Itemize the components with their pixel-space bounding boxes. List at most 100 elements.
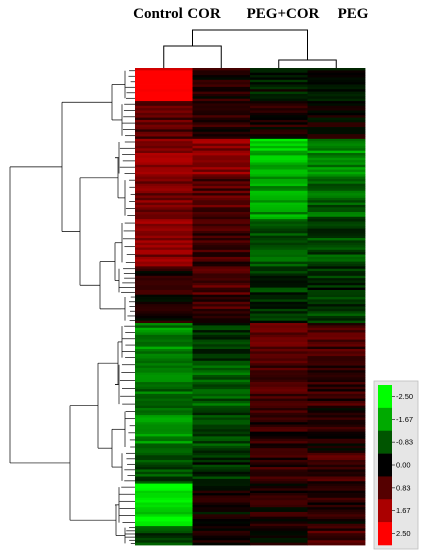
heatmap-cell — [307, 138, 366, 142]
heatmap-cell — [250, 459, 308, 463]
heatmap-cell — [307, 266, 366, 270]
heatmap-cell — [135, 386, 193, 390]
heatmap-cell — [307, 540, 366, 544]
heatmap-cell — [192, 483, 251, 487]
heatmap-cell — [135, 256, 193, 260]
heatmap-cell — [307, 483, 366, 487]
heatmap-cell — [192, 101, 251, 104]
heatmap-cell — [307, 474, 366, 477]
heatmap-cell — [192, 176, 251, 180]
heatmap-cell — [307, 323, 366, 326]
heatmap-cell — [250, 266, 308, 270]
heatmap-cell — [307, 91, 366, 95]
heatmap-cell — [250, 311, 308, 314]
legend-swatch — [378, 453, 392, 477]
heatmap-cell — [307, 112, 366, 116]
heatmap-cell — [192, 169, 251, 173]
heatmap-cell — [307, 282, 366, 286]
heatmap-cell — [192, 471, 251, 475]
heatmap-cell — [135, 346, 193, 350]
heatmap-cell — [192, 212, 251, 215]
heatmap-cell — [250, 405, 308, 409]
heatmap-cell — [250, 516, 308, 520]
heatmap-cell — [192, 202, 251, 206]
heatmap-cell — [135, 289, 193, 293]
heatmap-cell — [250, 481, 308, 484]
heatmap-cell — [135, 110, 193, 114]
heatmap-cell — [135, 318, 193, 322]
heatmap-cell — [307, 511, 366, 515]
heatmap-cell — [135, 398, 193, 402]
heatmap-cell — [192, 377, 251, 381]
heatmap-cell — [192, 365, 251, 369]
heatmap-cell — [250, 313, 308, 317]
heatmap-cell — [192, 374, 251, 378]
heatmap-cell — [250, 280, 308, 284]
heatmap-cell — [192, 289, 251, 293]
heatmap-cell — [250, 138, 308, 142]
heatmap-cell — [307, 537, 366, 541]
heatmap-cell — [135, 183, 193, 187]
heatmap-cell — [192, 434, 251, 437]
heatmap-cell — [135, 448, 193, 451]
heatmap-cell — [192, 419, 251, 423]
heatmap-cell — [307, 141, 366, 144]
heatmap-cell — [250, 327, 308, 331]
heatmap-cell — [135, 526, 193, 529]
heatmap-cell — [250, 450, 308, 454]
heatmap-cell — [307, 356, 366, 359]
heatmap-cell — [250, 256, 308, 260]
heatmap-cell — [135, 443, 193, 447]
heatmap-cell — [135, 216, 193, 220]
heatmap-cell — [192, 337, 251, 340]
heatmap-cell — [192, 150, 251, 154]
heatmap-cell — [250, 393, 308, 397]
heatmap-cell — [250, 89, 308, 93]
heatmap-cell — [192, 174, 251, 178]
heatmap-cell — [135, 70, 193, 74]
heatmap-cell — [250, 200, 308, 203]
legend-swatch — [378, 499, 392, 523]
heatmap-cell — [307, 504, 366, 508]
heatmap-cell — [307, 523, 366, 527]
heatmap-cell — [307, 75, 366, 78]
heatmap-cell — [192, 410, 251, 414]
heatmap-cell — [192, 282, 251, 286]
heatmap-cell — [250, 445, 308, 449]
heatmap-cell — [250, 332, 308, 336]
heatmap-cell — [250, 519, 308, 522]
heatmap-cell — [250, 117, 308, 121]
heatmap-cell — [307, 143, 366, 147]
heatmap-cell — [307, 235, 366, 239]
heatmap-cell — [135, 389, 193, 392]
heatmap-cell — [250, 377, 308, 381]
heatmap-cell — [307, 79, 366, 83]
heatmap-cell — [192, 403, 251, 407]
heatmap-cell — [250, 443, 308, 447]
heatmap-cell — [250, 294, 308, 298]
heatmap-cell — [250, 521, 308, 525]
heatmap-cell — [135, 108, 193, 111]
heatmap-cell — [192, 214, 251, 218]
heatmap-cell — [192, 259, 251, 263]
heatmap-cell — [135, 391, 193, 395]
heatmap-cell — [135, 181, 193, 185]
heatmap-cell — [135, 171, 193, 175]
heatmap-cell — [307, 77, 366, 81]
heatmap-cell — [250, 341, 308, 345]
heatmap-cell — [250, 119, 308, 123]
heatmap-cell — [307, 299, 366, 303]
heatmap-cell — [135, 209, 193, 213]
heatmap-cell — [307, 341, 366, 345]
heatmap-cell — [250, 226, 308, 229]
heatmap-cell — [135, 117, 193, 121]
heatmap-cell — [250, 422, 308, 425]
heatmap-cell — [135, 233, 193, 237]
heatmap-cell — [307, 448, 366, 451]
heatmap-cell — [250, 533, 308, 536]
legend-label: 0.83 — [396, 483, 411, 492]
heatmap-cell — [250, 245, 308, 248]
heatmap-cell — [192, 134, 251, 137]
heatmap-cell — [250, 134, 308, 137]
heatmap-cell — [250, 478, 308, 482]
